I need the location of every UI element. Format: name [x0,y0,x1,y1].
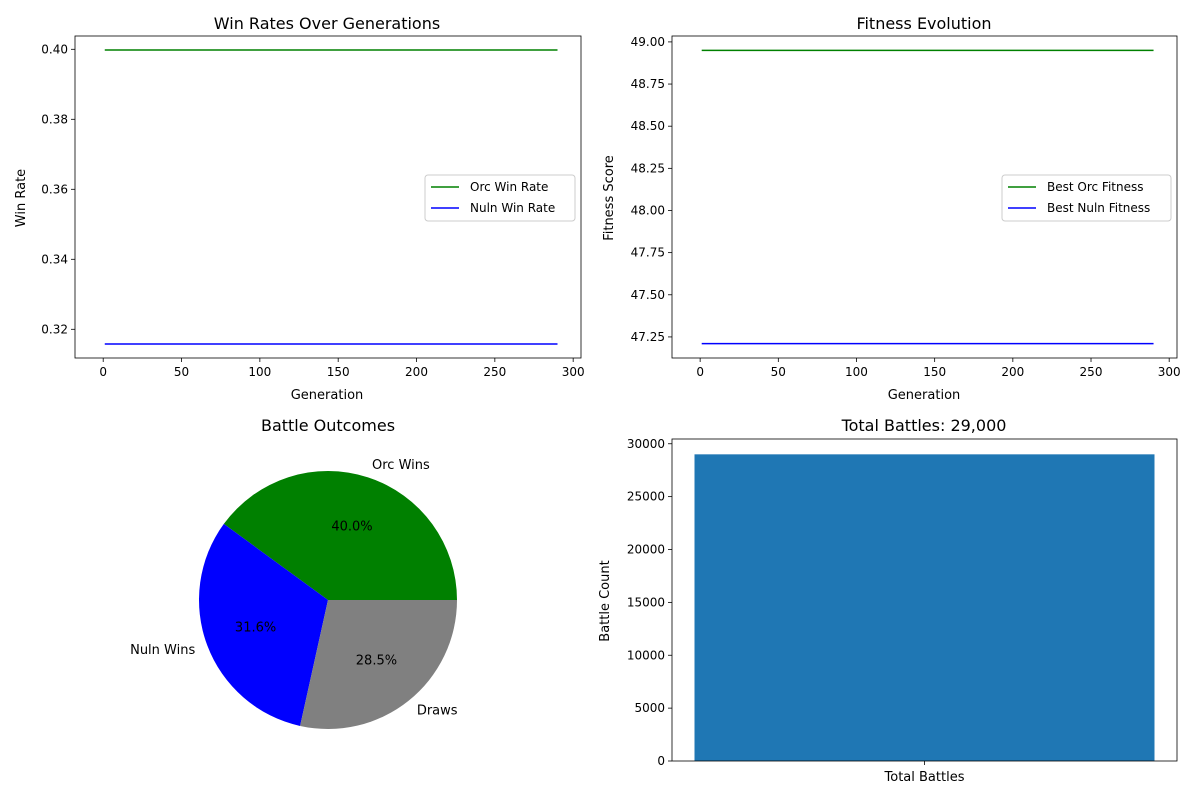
win-rate-xlabel: Generation [291,388,364,403]
legend-label: Orc Win Rate [470,180,548,194]
pie-pct-label: 28.5% [356,653,397,668]
pie-label: Orc Wins [372,458,430,473]
y-tick-label: 5000 [634,701,665,715]
x-tick-label: 0 [99,365,107,379]
pie-label: Nuln Wins [130,643,195,658]
legend-label: Best Nuln Fitness [1047,201,1150,215]
y-tick-label: 20000 [627,543,665,557]
x-tick-label: 300 [1158,365,1181,379]
pie-title: Battle Outcomes [261,416,395,435]
y-tick-label: 0.34 [41,252,68,266]
x-tick-label: Total Battles [884,770,965,785]
fitness-chart: Fitness Evolution Generation Fitness Sco… [602,14,1181,403]
x-tick-label: 50 [771,365,786,379]
pie-label: Draws [417,704,458,719]
y-tick-label: 0.32 [41,322,68,336]
x-tick-label: 250 [1080,365,1103,379]
fitness-ylabel: Fitness Score [602,155,617,241]
y-tick-label: 48.25 [631,161,665,175]
y-tick-label: 49.00 [631,35,665,49]
y-tick-label: 48.00 [631,203,665,217]
legend-label: Best Orc Fitness [1047,180,1143,194]
bar-title: Total Battles: 29,000 [841,416,1007,435]
win-rate-title: Win Rates Over Generations [214,14,440,33]
y-tick-label: 0.40 [41,42,68,56]
pie-pct-label: 31.6% [235,620,276,635]
y-tick-label: 30000 [627,437,665,451]
x-tick-label: 100 [248,365,271,379]
y-tick-label: 48.75 [631,77,665,91]
plot-frame [74,35,582,359]
y-tick-label: 0.38 [41,112,68,126]
y-tick-label: 47.75 [631,246,665,260]
x-tick-label: 300 [562,365,585,379]
x-tick-label: 50 [174,365,189,379]
fitness-xlabel: Generation [888,388,961,403]
y-tick-label: 47.50 [631,288,665,302]
y-tick-label: 0 [657,754,665,768]
pie-slice [223,471,457,600]
pie-pct-label: 40.0% [331,519,372,534]
win-rate-ylabel: Win Rate [14,169,29,227]
total-battles-chart: Total Battles: 29,000 Battle Count Total… [598,416,1178,785]
plot-frame [671,438,1178,762]
x-tick-label: 150 [327,365,350,379]
legend-label: Nuln Win Rate [470,201,555,215]
x-tick-label: 150 [923,365,946,379]
pie-slice [198,523,328,726]
x-tick-label: 0 [696,365,704,379]
x-tick-label: 250 [483,365,506,379]
y-tick-label: 15000 [627,595,665,609]
legend-box [1001,174,1172,222]
x-tick-label: 200 [1001,365,1024,379]
x-tick-label: 100 [845,365,868,379]
y-tick-label: 47.25 [631,330,665,344]
bar [694,454,1155,761]
y-tick-label: 10000 [627,648,665,662]
y-tick-label: 0.36 [41,182,68,196]
battle-outcomes-pie: Battle Outcomes Orc Wins 40.0% Nuln Wins 31… [130,416,458,729]
x-tick-label: 200 [405,365,428,379]
y-tick-label: 48.50 [631,119,665,133]
win-rate-chart: Win Rates Over Generations Generation Wi… [14,14,585,403]
fitness-title: Fitness Evolution [856,14,991,33]
y-tick-label: 25000 [627,490,665,504]
bar-ylabel: Battle Count [598,560,613,641]
legend-box [424,174,576,222]
pie-slice [300,600,457,729]
plot-frame [671,35,1178,359]
